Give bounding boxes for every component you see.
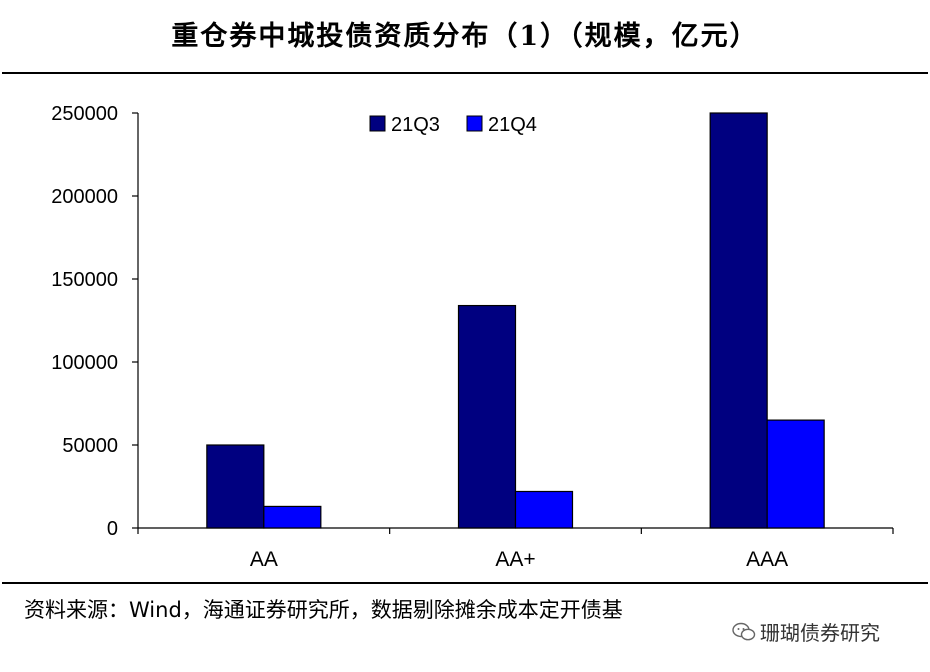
bar-21Q3-AA+ bbox=[457, 304, 517, 529]
watermark: 珊瑚债券研究 bbox=[732, 617, 880, 646]
y-tick-label: 150000 bbox=[51, 269, 118, 291]
legend: 21Q3 21Q4 bbox=[369, 114, 537, 136]
y-tick-label: 50000 bbox=[62, 435, 118, 457]
bar-chart: 0 50000 100000 150000 200000 250000 AA AA+ AAA 2… bbox=[51, 103, 894, 571]
bar-21Q3-AA bbox=[206, 444, 265, 529]
legend-label-21Q3: 21Q3 bbox=[391, 114, 440, 136]
legend-swatch-21Q4 bbox=[466, 115, 483, 132]
y-tick-label: 200000 bbox=[51, 186, 118, 208]
wechat-icon bbox=[732, 622, 756, 640]
watermark-text: 珊瑚债券研究 bbox=[760, 621, 880, 645]
bar-21Q4-AAA bbox=[766, 419, 825, 529]
bars bbox=[206, 112, 825, 529]
x-tick-label: AAA bbox=[746, 548, 788, 571]
y-tick-label: 100000 bbox=[51, 352, 118, 374]
x-tick-label: AA+ bbox=[495, 548, 535, 571]
bottom-rule bbox=[2, 582, 928, 584]
bar-21Q4-AA bbox=[263, 505, 322, 529]
y-tick-label: 0 bbox=[107, 518, 118, 540]
source-note: 资料来源：Wind，海通证券研究所，数据剔除摊余成本定开债基 bbox=[24, 598, 623, 622]
bar-21Q4-AA+ bbox=[514, 490, 574, 529]
x-tick-label: AA bbox=[250, 548, 278, 571]
bar-21Q3-AAA bbox=[709, 112, 768, 529]
y-tick-label: 250000 bbox=[51, 103, 118, 125]
chart-title: 重仓券中城投债资质分布（1）（规模，亿元） bbox=[171, 21, 759, 52]
legend-swatch-21Q3 bbox=[369, 115, 386, 132]
legend-label-21Q4: 21Q4 bbox=[488, 114, 537, 136]
top-rule bbox=[2, 72, 928, 74]
